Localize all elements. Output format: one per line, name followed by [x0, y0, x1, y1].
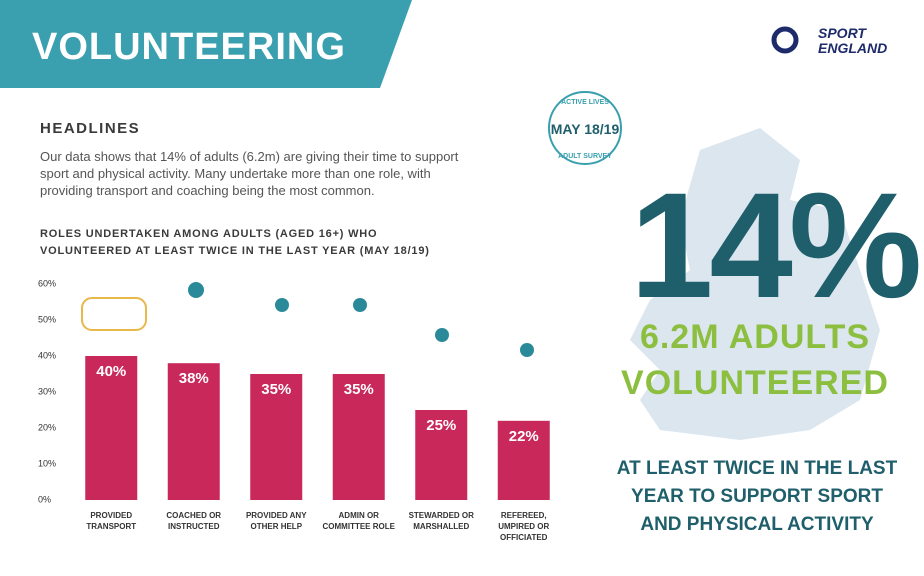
x-tick-label: PROVIDED TRANSPORT — [86, 511, 137, 531]
y-tick-label: 50% — [38, 314, 56, 324]
value-label: 25% — [426, 417, 456, 434]
x-tick-label: STEWARDED OR MARSHALLED — [408, 511, 474, 531]
value-label: 38% — [179, 370, 209, 387]
bar — [167, 363, 220, 500]
value-label: 40% — [96, 363, 126, 380]
highlight-line: VOLUNTEERED — [621, 364, 889, 402]
logo-icon — [771, 26, 799, 54]
bar — [250, 374, 303, 500]
value-label: 35% — [344, 381, 374, 398]
page-title: VOLUNTEERING — [32, 26, 346, 68]
bar — [415, 410, 468, 500]
logo-text: SPORT ENGLAND — [818, 25, 888, 56]
y-tick-label: 10% — [38, 458, 56, 468]
badge-top: ACTIVE LIVES — [561, 99, 609, 106]
badge-middle: MAY 18/19 — [551, 121, 620, 137]
value-label: 35% — [261, 381, 291, 398]
y-tick-label: 40% — [38, 350, 56, 360]
value-label: 22% — [509, 428, 539, 445]
x-tick-label: COACHED OR INSTRUCTED — [166, 511, 222, 531]
highlight-note: AT LEAST TWICE IN THE LAST YEAR TO SUPPO… — [616, 458, 898, 535]
y-tick-label: 0% — [38, 494, 51, 504]
y-tick-label: 60% — [38, 278, 56, 288]
highlight-line: 6.2M ADULTS — [639, 318, 871, 356]
bar — [332, 374, 385, 500]
x-tick-label: ADMIN OR COMMITTEE ROLE — [322, 511, 395, 531]
bar — [497, 420, 550, 500]
y-tick-label: 30% — [38, 386, 56, 396]
headlines-text: Our data shows that 14% of adults (6.2m)… — [40, 149, 459, 198]
headlines-heading: HEADLINES — [40, 120, 141, 137]
icons — [81, 282, 534, 357]
badge — [548, 91, 622, 165]
bar — [85, 356, 138, 500]
x-tick-label: PROVIDED ANY OTHER HELP — [245, 511, 307, 531]
x-tick-label: REFEREED, UMPIRED OR OFFICIATED — [498, 511, 550, 542]
y-tick-label: 20% — [38, 422, 56, 432]
chart-title: ROLES UNDERTAKEN AMONG ADULTS (AGED 16+)… — [40, 228, 430, 257]
england-map — [630, 128, 880, 440]
badge-bottom: ADULT SURVEY — [558, 153, 612, 160]
big-figure: 14% — [630, 161, 922, 329]
title-banner — [0, 0, 412, 88]
